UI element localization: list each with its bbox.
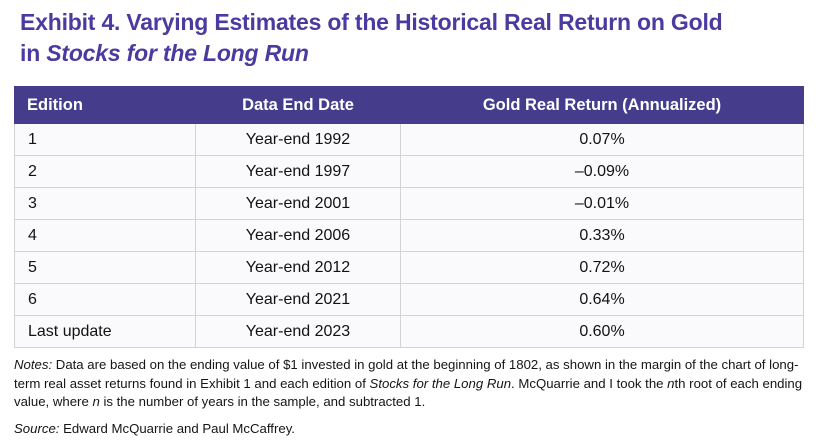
gold-real-return-cell: –0.01% <box>400 187 804 220</box>
exhibit-title-book-name: Stocks for the Long Run <box>46 40 309 66</box>
gold-real-return-cell: 0.33% <box>400 219 804 252</box>
edition-cell: 6 <box>14 283 196 316</box>
exhibit-title-line1: Exhibit 4. Varying Estimates of the Hist… <box>20 9 723 35</box>
data-end-date-cell: Year-end 2012 <box>195 251 401 284</box>
notes-paragraph: Notes: Data are based on the ending valu… <box>14 356 816 412</box>
table-row: 1 Year-end 1992 0.07% <box>14 123 804 156</box>
exhibit-title-line2-prefix: in <box>20 40 47 66</box>
data-end-date-cell: Year-end 2001 <box>195 187 401 220</box>
table-row: 6 Year-end 2021 0.64% <box>14 283 804 316</box>
edition-cell: 4 <box>14 219 196 252</box>
table-row: 3 Year-end 2001 –0.01% <box>14 187 804 220</box>
table-row: 4 Year-end 2006 0.33% <box>14 219 804 252</box>
source-label: Source: <box>14 420 60 436</box>
notes-text-segment: th root of each ending value, where <box>14 375 803 410</box>
data-end-date-cell: Year-end 2023 <box>195 315 401 348</box>
gold-real-return-cell: 0.07% <box>400 123 804 156</box>
notes-text-segment: . McQuarrie and I took the <box>511 375 668 391</box>
edition-cell: 2 <box>14 155 196 188</box>
table-header-row: Edition Data End Date Gold Real Return (… <box>14 86 804 124</box>
table-header: Edition Data End Date Gold Real Return (… <box>14 86 804 124</box>
variable-n-italic: n <box>667 375 675 391</box>
gold-real-return-cell: –0.09% <box>400 155 804 188</box>
column-header-gold-real-return: Gold Real Return (Annualized) <box>400 86 804 124</box>
edition-cell: Last update <box>14 315 196 348</box>
book-title-italic: Stocks for the Long Run <box>369 375 512 391</box>
table-row: 5 Year-end 2012 0.72% <box>14 251 804 284</box>
column-header-data-end-date: Data End Date <box>195 86 401 124</box>
data-end-date-cell: Year-end 2021 <box>195 283 401 316</box>
table-row: 2 Year-end 1997 –0.09% <box>14 155 804 188</box>
gold-real-return-cell: 0.60% <box>400 315 804 348</box>
notes-label: Notes: <box>14 357 53 372</box>
exhibit-title: Exhibit 4. Varying Estimates of the Hist… <box>20 7 800 69</box>
table-row: Last update Year-end 2023 0.60% <box>14 315 804 348</box>
table-body: 1 Year-end 1992 0.07% 2 Year-end 1997 –0… <box>14 123 804 348</box>
edition-cell: 5 <box>14 251 196 284</box>
source-paragraph: Source: Edward McQuarrie and Paul McCaff… <box>14 420 816 438</box>
data-end-date-cell: Year-end 2006 <box>195 219 401 252</box>
edition-cell: 1 <box>14 123 196 156</box>
notes-text-segment: Data are based on the ending value of $1… <box>14 357 799 391</box>
gold-real-return-cell: 0.64% <box>400 283 804 316</box>
data-end-date-cell: Year-end 1992 <box>195 123 401 156</box>
edition-cell: 3 <box>14 187 196 220</box>
source-text-segment: Edward McQuarrie and Paul McCaffrey. <box>59 420 295 436</box>
gold-real-return-cell: 0.72% <box>400 251 804 284</box>
footnotes: Notes: Data are based on the ending valu… <box>14 356 816 438</box>
variable-n-italic: n <box>92 394 100 409</box>
notes-text-segment: is the number of years in the sample, an… <box>99 394 426 409</box>
column-header-edition: Edition <box>14 86 196 124</box>
gold-real-return-table: Edition Data End Date Gold Real Return (… <box>14 86 804 348</box>
data-end-date-cell: Year-end 1997 <box>195 155 401 188</box>
